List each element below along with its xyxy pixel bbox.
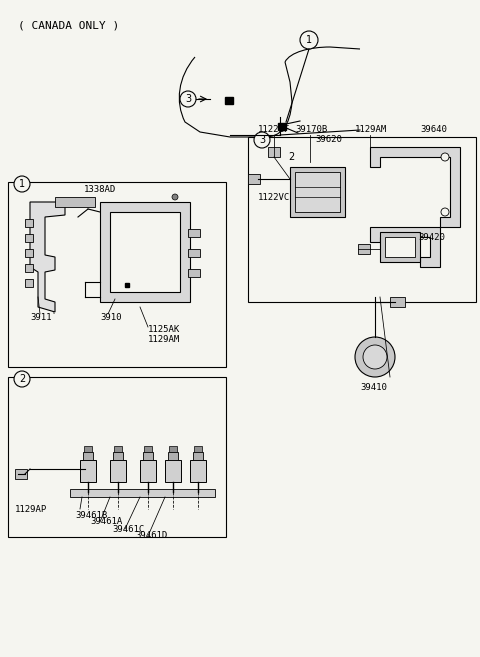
Bar (84, 446, 92, 452)
Text: 3: 3 (185, 94, 191, 104)
Text: 39461C: 39461C (112, 524, 144, 533)
Bar (358, 244, 370, 254)
Text: 1129AM: 1129AM (148, 336, 180, 344)
Bar (278, 123, 286, 130)
Circle shape (441, 153, 449, 161)
Circle shape (14, 371, 30, 387)
Bar (168, 452, 178, 460)
Circle shape (172, 194, 178, 200)
FancyBboxPatch shape (110, 212, 180, 292)
Polygon shape (30, 202, 65, 312)
Bar (165, 460, 181, 482)
Bar (295, 172, 340, 212)
Circle shape (355, 337, 395, 377)
Bar (55, 197, 95, 207)
Text: 1338AD: 1338AD (84, 185, 116, 194)
Bar (169, 446, 177, 452)
Text: 39461D: 39461D (135, 532, 167, 541)
Text: 3910: 3910 (100, 313, 121, 321)
Bar (83, 452, 93, 460)
Text: 2: 2 (19, 374, 25, 384)
Text: 39620: 39620 (315, 135, 342, 143)
Circle shape (283, 149, 299, 165)
Polygon shape (370, 227, 440, 267)
Bar (125, 283, 129, 287)
Text: 3911`: 3911` (30, 313, 57, 321)
Bar (114, 446, 122, 452)
Bar (225, 97, 233, 104)
Bar (380, 232, 420, 262)
Text: 39461B: 39461B (75, 510, 107, 520)
Bar (15, 469, 27, 479)
Bar (190, 460, 206, 482)
Bar (143, 452, 153, 460)
Bar (390, 297, 405, 307)
Text: 39420: 39420 (418, 233, 445, 242)
Text: ( CANADA ONLY ): ( CANADA ONLY ) (18, 20, 119, 30)
Bar (188, 249, 200, 257)
Bar (110, 460, 126, 482)
Bar (194, 446, 202, 452)
Bar (70, 489, 215, 497)
Text: 1122VC: 1122VC (258, 193, 290, 202)
Text: 1129AM: 1129AM (355, 125, 387, 135)
Text: 1: 1 (19, 179, 25, 189)
Text: 39461A: 39461A (90, 518, 122, 526)
Bar (188, 229, 200, 237)
Circle shape (300, 31, 318, 49)
Bar (193, 452, 203, 460)
FancyBboxPatch shape (100, 202, 190, 302)
FancyBboxPatch shape (8, 377, 226, 537)
FancyBboxPatch shape (248, 137, 476, 302)
Bar (25, 219, 33, 227)
Bar (188, 269, 200, 277)
Bar (25, 249, 33, 257)
Text: 2: 2 (288, 152, 294, 162)
Bar (144, 446, 152, 452)
Circle shape (441, 208, 449, 216)
Text: 1129AP: 1129AP (15, 505, 47, 514)
Bar (25, 279, 33, 287)
Bar (113, 452, 123, 460)
Text: 39640: 39640 (420, 125, 447, 135)
Circle shape (14, 176, 30, 192)
Bar (25, 234, 33, 242)
Polygon shape (370, 147, 460, 227)
Text: 39170B: 39170B (295, 125, 327, 135)
Circle shape (254, 132, 270, 148)
Bar (248, 174, 260, 184)
Text: 1122EF: 1122EF (258, 125, 290, 135)
Circle shape (180, 91, 196, 107)
Bar (268, 147, 280, 157)
FancyBboxPatch shape (8, 182, 226, 367)
Bar (290, 167, 345, 217)
Bar (385, 237, 415, 257)
Circle shape (363, 345, 387, 369)
Text: 1: 1 (306, 35, 312, 45)
Bar (140, 460, 156, 482)
Text: 39410: 39410 (360, 382, 387, 392)
Text: 1125AK: 1125AK (148, 325, 180, 334)
Text: 3: 3 (259, 135, 265, 145)
Bar (25, 264, 33, 272)
Bar (80, 460, 96, 482)
